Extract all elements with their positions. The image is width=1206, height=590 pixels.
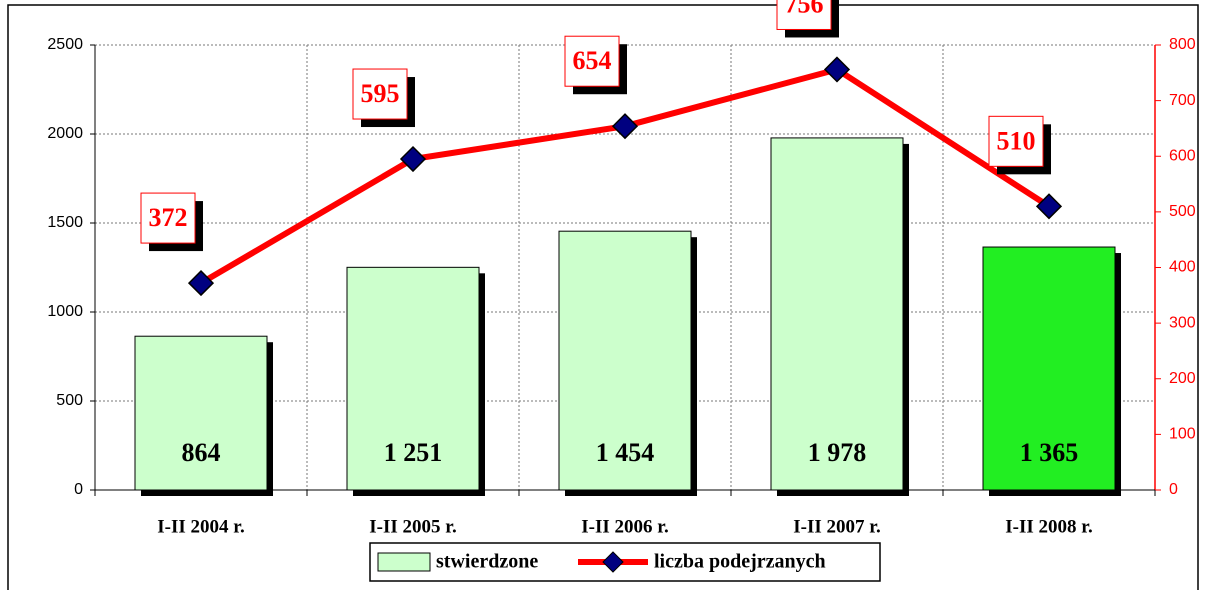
legend-label: liczba podejrzanych xyxy=(654,551,826,573)
marker xyxy=(1035,193,1063,220)
bar xyxy=(346,266,480,491)
bar-value-label: 1 251 xyxy=(384,438,443,467)
y-tick-label: 500 xyxy=(56,392,83,409)
y2-tick-label: 200 xyxy=(1169,370,1196,387)
y2-tick-label: 800 xyxy=(1169,36,1196,53)
line-value-label: 510 xyxy=(997,126,1036,155)
label-box xyxy=(564,35,620,87)
marker xyxy=(399,145,427,173)
bar-value-label: 1 978 xyxy=(808,438,867,467)
legend-marker xyxy=(602,551,624,573)
marker xyxy=(823,56,851,83)
y2-tick-label: 100 xyxy=(1169,426,1196,443)
y2-tick-label: 500 xyxy=(1169,203,1196,220)
label-box xyxy=(352,68,408,120)
x-tick-label: I-II 2005 r. xyxy=(369,516,456,537)
y-tick-label: 2500 xyxy=(47,36,83,53)
y2-tick-label: 600 xyxy=(1169,147,1196,164)
y-tick-label: 0 xyxy=(74,481,83,498)
line-value-label: 372 xyxy=(149,203,188,232)
y-tick-label: 1500 xyxy=(47,214,83,231)
marker xyxy=(187,270,215,297)
bar xyxy=(982,246,1116,491)
bar xyxy=(558,230,692,491)
y2-tick-label: 300 xyxy=(1169,314,1196,331)
line-value-label: 654 xyxy=(573,46,612,75)
y2-tick-label: 400 xyxy=(1169,259,1196,276)
bar xyxy=(770,137,904,491)
bar-value-label: 1 454 xyxy=(596,438,655,467)
y2-tick-label: 700 xyxy=(1169,92,1196,109)
y-tick-label: 1000 xyxy=(47,303,83,320)
label-box xyxy=(776,0,832,30)
marker xyxy=(611,113,639,140)
legend-label: stwierdzone xyxy=(436,551,538,573)
x-tick-label: I-II 2008 r. xyxy=(1005,516,1092,537)
x-tick-label: I-II 2004 r. xyxy=(157,516,244,537)
line-value-label: 595 xyxy=(361,79,400,108)
bar-value-label: 1 365 xyxy=(1020,438,1079,467)
label-box xyxy=(140,192,196,244)
label-box xyxy=(988,115,1044,167)
line-value-label: 756 xyxy=(785,0,824,18)
x-tick-label: I-II 2007 r. xyxy=(793,516,880,537)
bar-value-label: 864 xyxy=(182,438,221,467)
legend: stwierdzone liczba podejrzanych xyxy=(369,542,881,582)
y-tick-label: 2000 xyxy=(47,125,83,142)
bar xyxy=(134,335,268,491)
y2-tick-label: 0 xyxy=(1169,481,1178,498)
x-tick-label: I-II 2006 r. xyxy=(581,516,668,537)
legend-swatch xyxy=(377,552,431,572)
